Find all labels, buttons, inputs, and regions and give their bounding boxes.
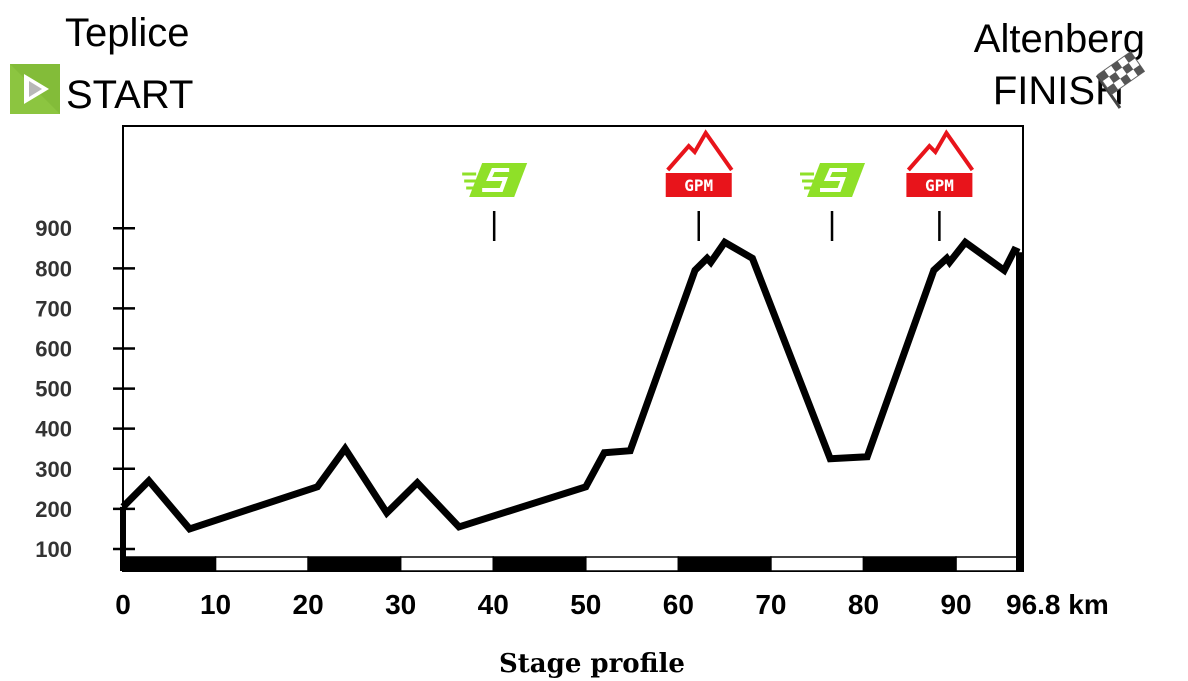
km-stripe-segment bbox=[214, 556, 309, 572]
start-block: Teplice START bbox=[10, 11, 193, 117]
x-tick-label: 20 bbox=[293, 589, 324, 620]
km-stripe-segment bbox=[585, 556, 680, 572]
km-stripe-segment bbox=[955, 556, 1020, 572]
x-tick-label: 96.8 km bbox=[1006, 589, 1109, 620]
km-stripe-segment bbox=[862, 556, 957, 572]
start-town: Teplice bbox=[65, 11, 190, 55]
y-tick-label: 400 bbox=[35, 417, 72, 442]
y-tick-label: 700 bbox=[35, 296, 72, 321]
x-tick-label: 60 bbox=[663, 589, 694, 620]
x-tick-label: 40 bbox=[478, 589, 509, 620]
plot-frame bbox=[122, 125, 1024, 572]
y-tick-label: 500 bbox=[35, 377, 72, 402]
x-tick-label: 0 bbox=[115, 589, 131, 620]
svg-text:GPM: GPM bbox=[684, 176, 713, 195]
stage-markers: GPM GPM bbox=[462, 129, 975, 241]
y-tick-label: 800 bbox=[35, 256, 72, 281]
km-stripe-segment bbox=[122, 556, 217, 572]
y-axis: 100 200 300 400 500 600 700 800 900 bbox=[35, 216, 135, 562]
km-stripe-segment bbox=[492, 556, 587, 572]
y-tick-label: 600 bbox=[35, 337, 72, 362]
start-label: START bbox=[66, 73, 193, 117]
gpm-icon: GPM bbox=[665, 129, 734, 241]
km-stripe-segment bbox=[399, 556, 494, 572]
checkered-flag-icon bbox=[1095, 51, 1146, 109]
x-tick-label: 30 bbox=[385, 589, 416, 620]
sprint-icon bbox=[462, 163, 528, 241]
y-tick-label: 100 bbox=[35, 537, 72, 562]
x-tick-label: 90 bbox=[940, 589, 971, 620]
x-tick-label: 50 bbox=[570, 589, 601, 620]
x-tick-label: 10 bbox=[200, 589, 231, 620]
km-stripe-segment bbox=[770, 556, 865, 572]
km-stripe-segment bbox=[307, 556, 402, 572]
play-icon bbox=[10, 64, 60, 114]
x-axis: 0 10 20 30 40 50 60 70 80 90 96.8 km bbox=[115, 589, 1109, 620]
gpm-icon: GPM bbox=[906, 129, 975, 241]
y-tick-label: 300 bbox=[35, 457, 72, 482]
distance-stripe-bar bbox=[122, 556, 1020, 572]
x-tick-label: 80 bbox=[848, 589, 879, 620]
y-tick-label: 900 bbox=[35, 216, 72, 241]
svg-text:GPM: GPM bbox=[925, 176, 954, 195]
x-tick-label: 70 bbox=[755, 589, 786, 620]
elevation-series bbox=[120, 237, 1022, 571]
km-stripe-segment bbox=[677, 556, 772, 572]
y-tick-label: 200 bbox=[35, 497, 72, 522]
sprint-icon bbox=[800, 163, 866, 241]
finish-town: Altenberg bbox=[974, 17, 1145, 61]
finish-block: Altenberg FINISH bbox=[974, 17, 1146, 113]
chart-caption: Stage profile bbox=[499, 649, 685, 679]
